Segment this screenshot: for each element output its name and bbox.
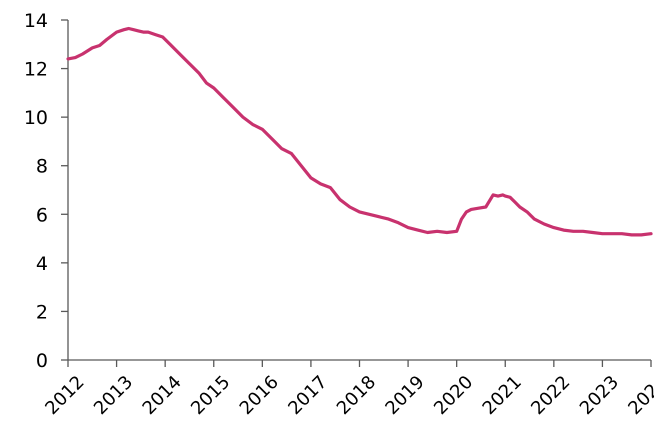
y-tick-label: 4 [36,253,48,275]
x-tick-label: 2020 [430,372,477,419]
x-axis-ticks: 2012 2013 2014 2015 2016 2017 2018 2019 2020 2021… [41,360,654,419]
series-layer [66,26,653,237]
y-tick-label: 12 [24,59,48,81]
y-tick-label: 10 [24,107,48,129]
y-tick-label: 14 [24,10,48,32]
x-tick-label: 2018 [333,372,380,419]
series-line [66,26,653,237]
x-tick-label: 2012 [41,372,88,419]
x-tick-label: 2024 [624,372,654,419]
x-tick-label: 2013 [90,372,137,419]
x-tick-label: 2023 [576,372,623,419]
x-tick-label: 2017 [284,372,331,419]
y-tick-label: 2 [36,301,48,323]
y-axis-ticks: 0 2 4 6 8 10 12 14 [24,10,68,372]
x-tick-label: 2016 [236,372,283,419]
y-tick-label: 8 [36,156,48,178]
x-tick-label: 2021 [479,372,526,419]
x-tick-label: 2019 [381,372,428,419]
x-tick-label: 2014 [139,372,186,419]
x-tick-label: 2022 [527,372,574,419]
y-tick-label: 6 [36,204,48,226]
y-tick-label: 0 [36,350,48,372]
x-tick-label: 2015 [187,372,234,419]
